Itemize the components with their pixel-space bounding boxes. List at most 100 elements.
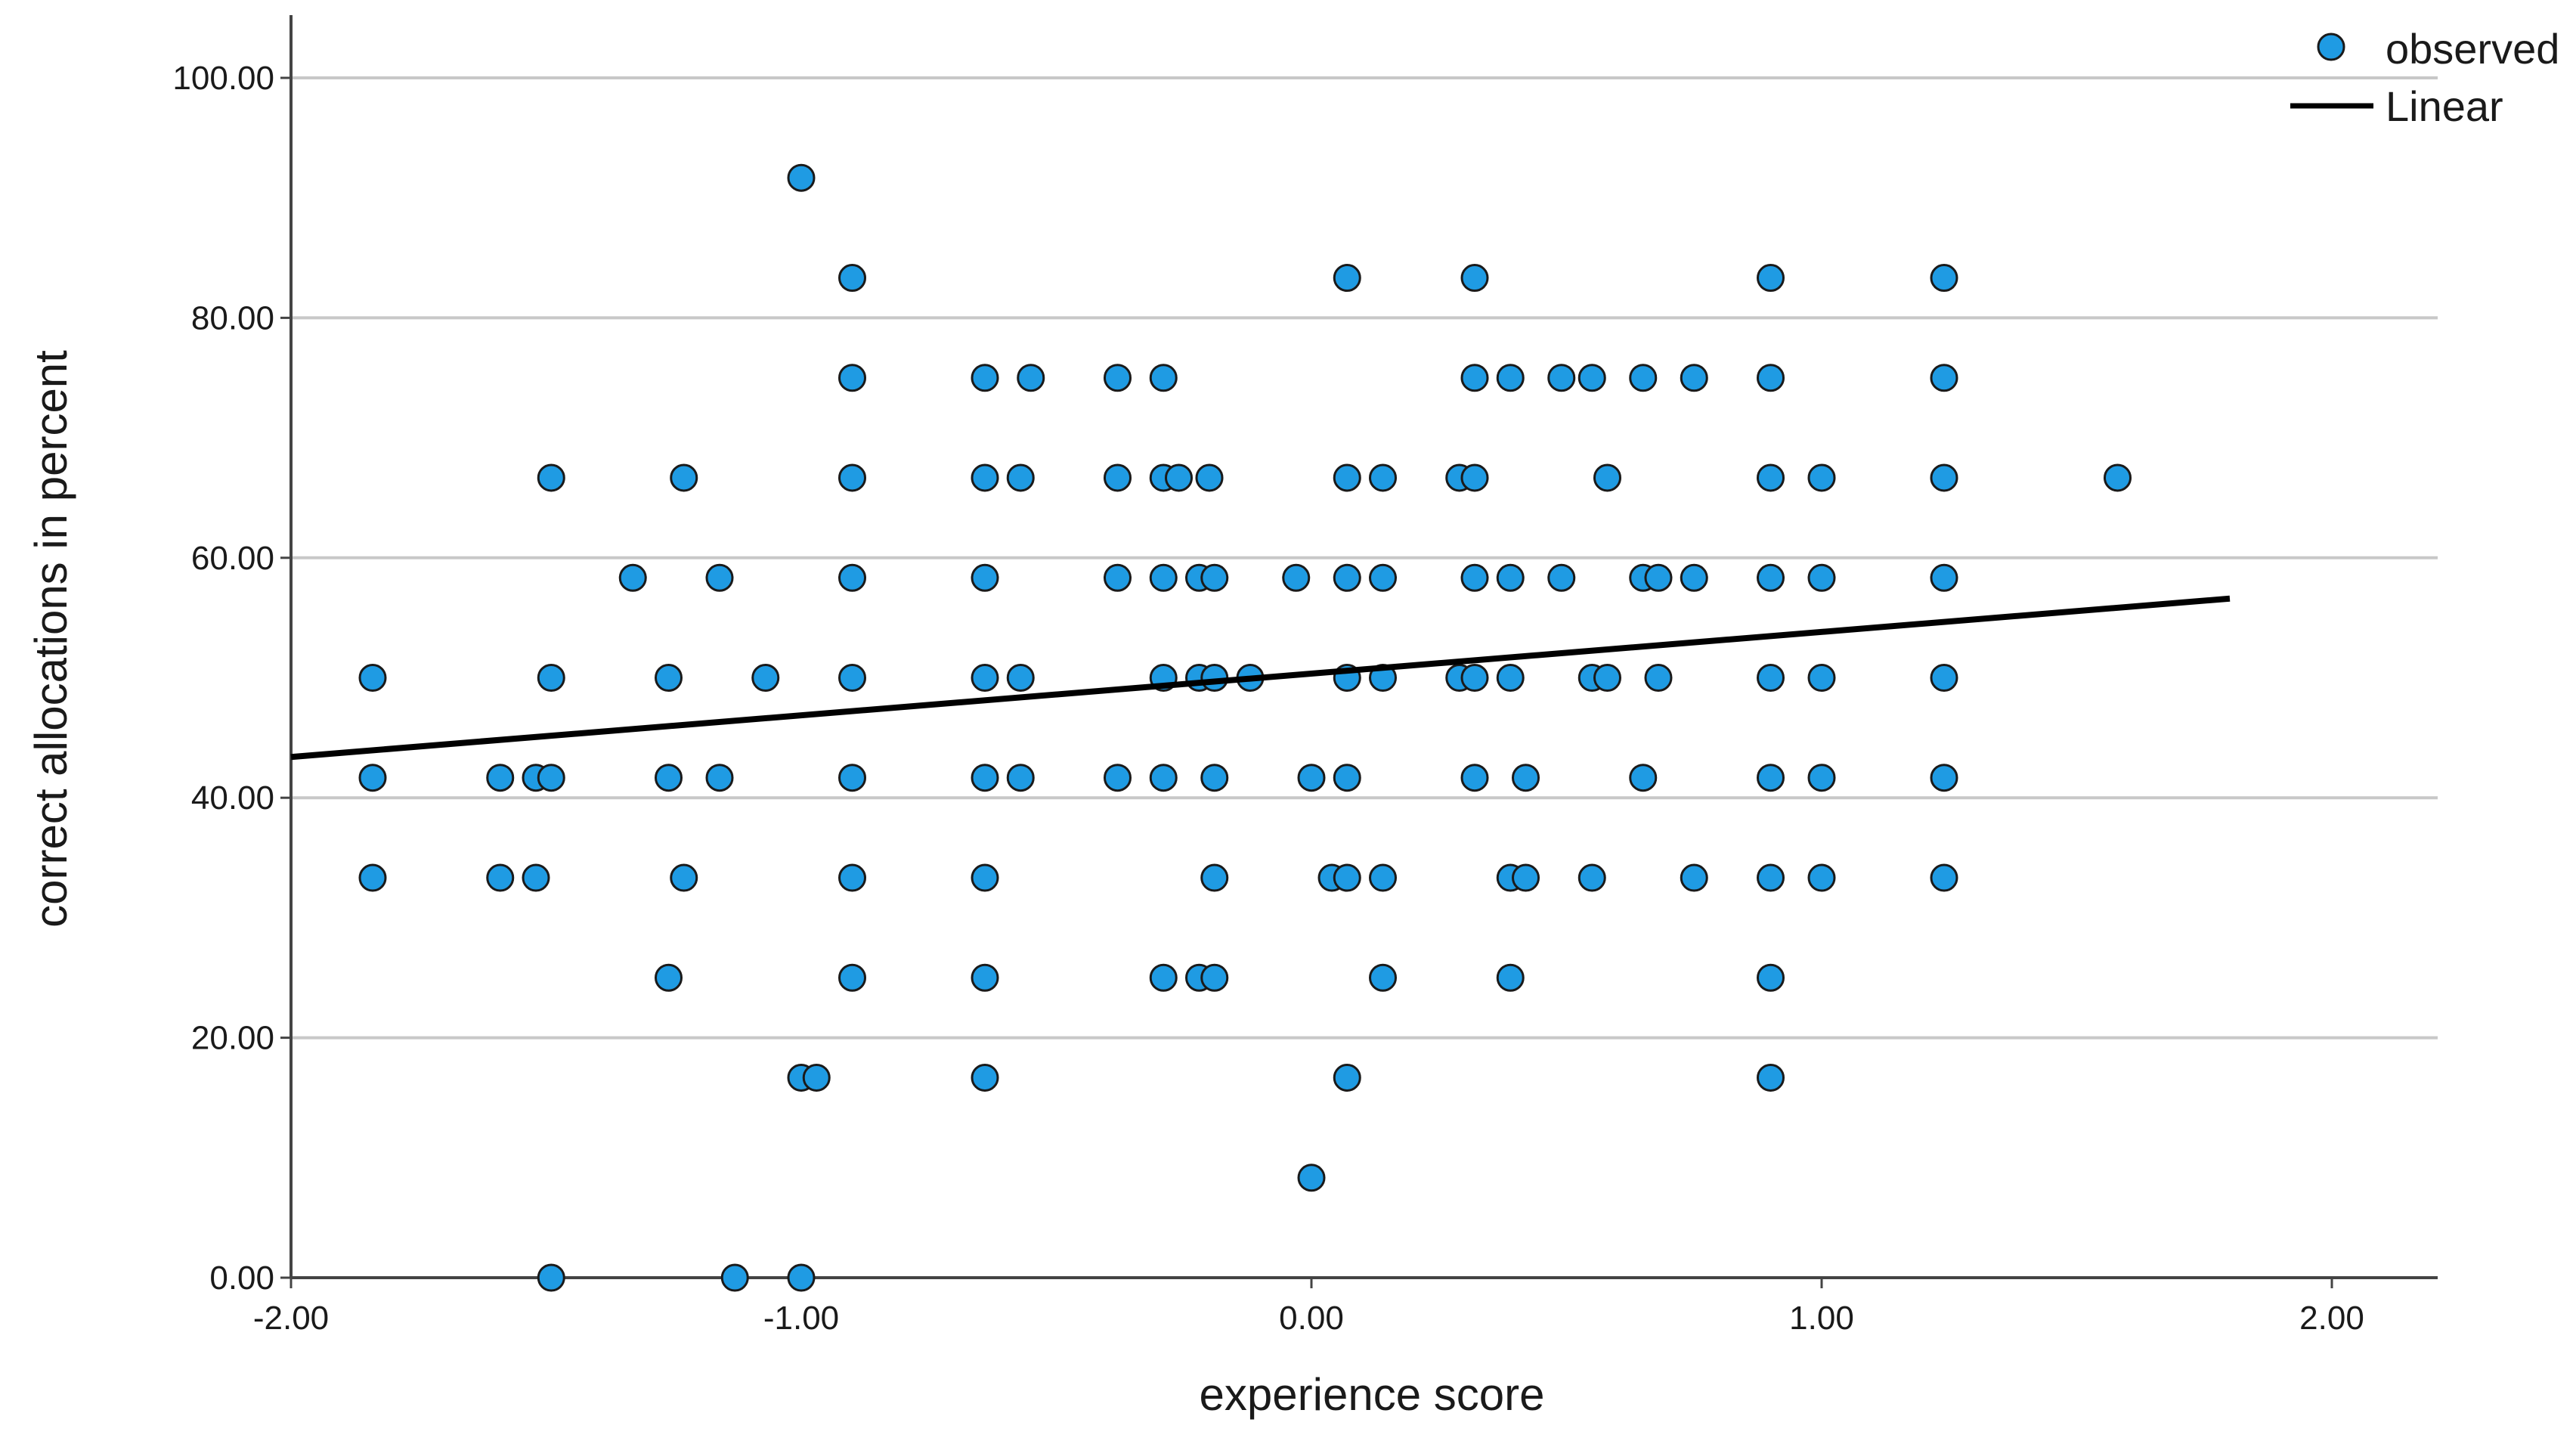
- data-point-86: [1460, 463, 1489, 492]
- data-point-131: [1930, 764, 1958, 792]
- data-point-10: [537, 1263, 565, 1292]
- data-point-66: [1282, 563, 1311, 592]
- data-point-49: [1149, 364, 1178, 392]
- data-point-33: [971, 364, 999, 392]
- data-point-113: [1757, 364, 1785, 392]
- data-point-90: [1496, 364, 1525, 392]
- data-point-72: [1333, 563, 1361, 592]
- data-point-2: [358, 863, 387, 892]
- data-point-27: [838, 463, 866, 492]
- data-point-81: [1369, 963, 1397, 992]
- data-point-94: [1496, 963, 1525, 992]
- data-point-34: [971, 463, 999, 492]
- data-point-51: [1149, 563, 1178, 592]
- legend-observed-label: observed: [2386, 25, 2559, 73]
- legend-linear-label: Linear: [2386, 82, 2503, 130]
- data-point-55: [1165, 463, 1193, 492]
- data-point-32: [838, 963, 866, 992]
- data-point-98: [1547, 563, 1576, 592]
- data-point-96: [1512, 863, 1540, 892]
- data-point-54: [1149, 963, 1178, 992]
- data-point-31: [838, 863, 866, 892]
- data-point-126: [1930, 264, 1958, 293]
- data-point-92: [1496, 664, 1525, 692]
- data-point-117: [1757, 764, 1785, 792]
- data-point-29: [838, 664, 866, 692]
- x-tick-label-0: -2.00: [253, 1300, 329, 1337]
- axes: [280, 15, 2438, 1288]
- data-point-18: [705, 764, 734, 792]
- data-point-101: [1577, 863, 1606, 892]
- data-point-68: [1297, 1164, 1326, 1192]
- data-point-13: [655, 764, 683, 792]
- legend-observed-marker: [2317, 33, 2345, 61]
- linear-fit-line: [290, 595, 2231, 761]
- data-point-62: [1200, 863, 1229, 892]
- y-tick-label-2: 40.00: [191, 779, 274, 817]
- x-tick-label-1: -1.00: [763, 1300, 839, 1337]
- data-point-80: [1369, 863, 1397, 892]
- scatter-points: [358, 163, 2132, 1292]
- data-point-47: [1104, 563, 1132, 592]
- data-point-9: [537, 764, 565, 792]
- data-point-6: [522, 863, 550, 892]
- data-point-75: [1333, 863, 1361, 892]
- grid-lines: [291, 76, 2438, 1040]
- data-point-1: [358, 764, 387, 792]
- data-point-64: [1200, 963, 1229, 992]
- data-point-112: [1757, 264, 1785, 293]
- data-point-108: [1644, 664, 1673, 692]
- data-point-114: [1757, 463, 1785, 492]
- y-tick-label-0: 0.00: [209, 1260, 274, 1297]
- y-tick-label-4: 80.00: [191, 299, 274, 336]
- tick-labels: 0.00 20.00 40.00 60.00 80.00 100.00 -2.00 -1.00…: [172, 60, 2364, 1337]
- data-point-40: [971, 1063, 999, 1092]
- data-point-28: [838, 563, 866, 592]
- data-point-41: [1017, 364, 1045, 392]
- y-axis-title: correct allocations in percent: [26, 350, 76, 928]
- data-point-17: [705, 563, 734, 592]
- data-point-24: [802, 1063, 831, 1092]
- data-point-37: [971, 764, 999, 792]
- data-point-110: [1680, 563, 1708, 592]
- data-point-45: [1104, 364, 1132, 392]
- data-point-99: [1577, 364, 1606, 392]
- data-point-104: [1629, 364, 1658, 392]
- data-point-42: [1006, 463, 1035, 492]
- data-point-26: [838, 364, 866, 392]
- data-point-103: [1593, 664, 1621, 692]
- data-point-16: [670, 863, 698, 892]
- data-point-0: [358, 664, 387, 692]
- data-point-46: [1104, 463, 1132, 492]
- data-point-118: [1757, 863, 1785, 892]
- data-point-125: [1807, 863, 1836, 892]
- data-point-85: [1460, 364, 1489, 392]
- data-point-36: [971, 664, 999, 692]
- data-point-4: [486, 863, 515, 892]
- data-point-106: [1629, 764, 1658, 792]
- data-point-53: [1149, 764, 1178, 792]
- data-point-15: [670, 463, 698, 492]
- data-point-111: [1680, 863, 1708, 892]
- data-point-122: [1807, 563, 1836, 592]
- data-point-124: [1807, 764, 1836, 792]
- data-point-11: [618, 563, 647, 592]
- data-point-130: [1930, 664, 1958, 692]
- data-point-30: [838, 764, 866, 792]
- data-point-61: [1200, 764, 1229, 792]
- regression-line: [290, 595, 2231, 761]
- data-point-128: [1930, 463, 1958, 492]
- data-point-91: [1496, 563, 1525, 592]
- data-point-43: [1006, 664, 1035, 692]
- data-point-78: [1369, 563, 1397, 592]
- data-point-115: [1757, 563, 1785, 592]
- data-point-88: [1460, 664, 1489, 692]
- data-point-48: [1104, 764, 1132, 792]
- data-point-39: [971, 963, 999, 992]
- data-point-132: [1930, 863, 1958, 892]
- data-point-76: [1333, 1063, 1361, 1092]
- data-point-8: [537, 664, 565, 692]
- y-tick-label-3: 60.00: [191, 540, 274, 577]
- data-point-87: [1460, 563, 1489, 592]
